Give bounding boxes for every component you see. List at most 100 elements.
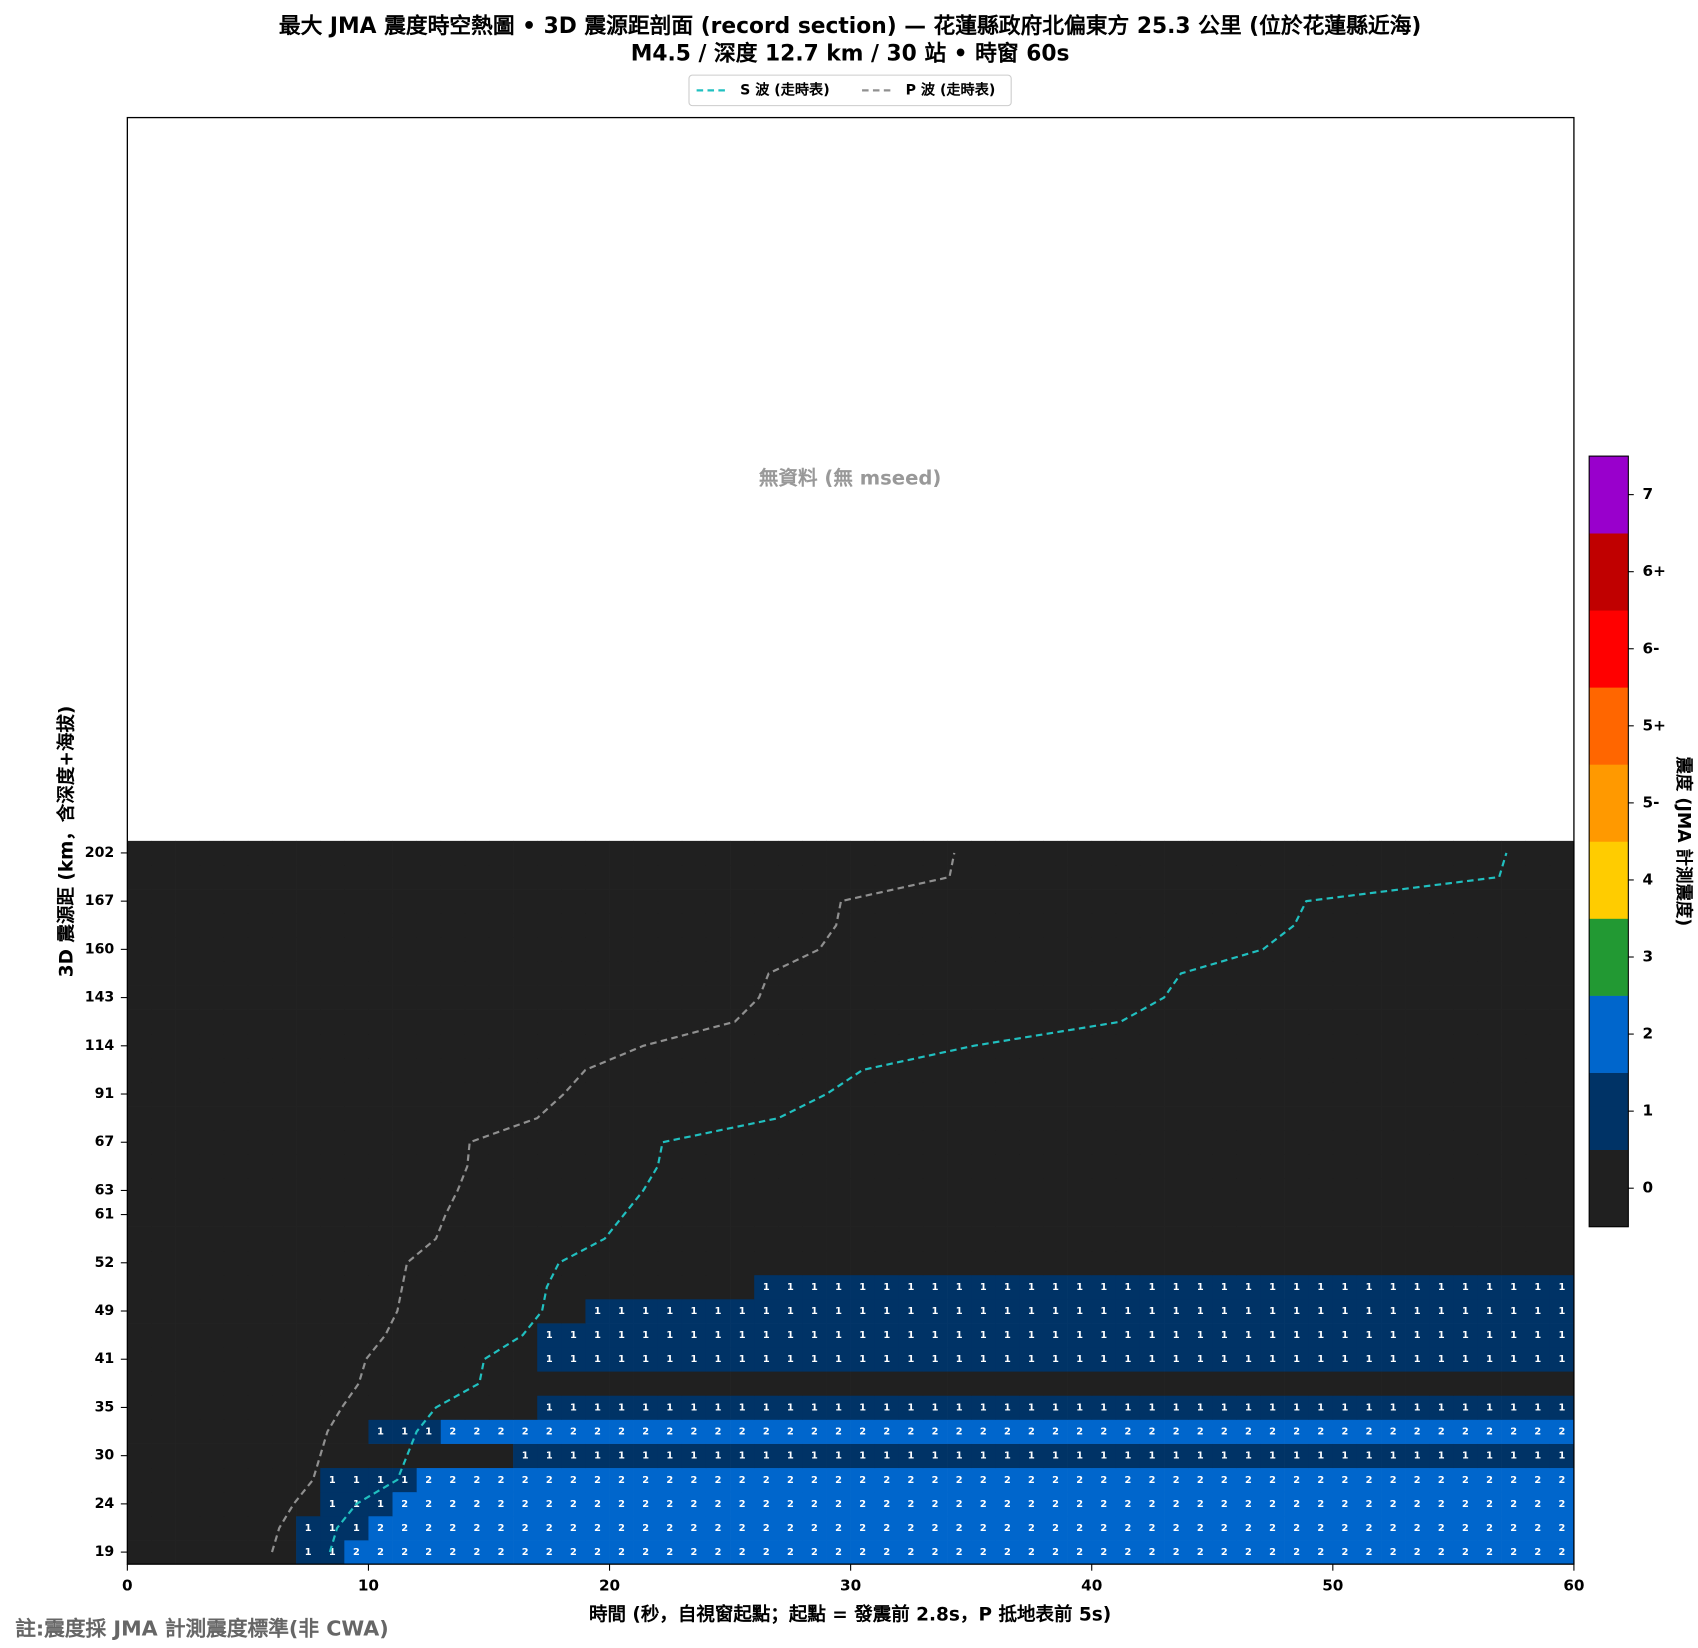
heatmap-cell: [730, 1178, 755, 1203]
heatmap-cell: [1429, 1467, 1454, 1493]
heatmap-cell: [778, 913, 803, 938]
heatmap-cell: [464, 1467, 490, 1493]
cell-label: 2: [691, 1427, 698, 1438]
heatmap-cell: [440, 1081, 466, 1107]
heatmap-cell: [223, 1178, 249, 1203]
heatmap-cell: [995, 1274, 1020, 1300]
heatmap-cell: [1236, 1154, 1261, 1179]
heatmap-cell: [585, 1298, 610, 1324]
heatmap-cell: [1139, 1178, 1165, 1203]
heatmap-cell: [151, 1178, 176, 1203]
cell-label: 1: [1317, 1354, 1324, 1365]
heatmap-cell: [175, 1371, 201, 1396]
heatmap-cell: [513, 889, 538, 914]
heatmap-cell: [1236, 1178, 1261, 1203]
heatmap-cell: [681, 913, 707, 938]
heatmap-cell: [1212, 1009, 1237, 1035]
heatmap-cell: [826, 1395, 851, 1420]
cell-label: 2: [1269, 1427, 1276, 1438]
heatmap-cell: [1236, 864, 1261, 890]
cell-label: 2: [883, 1427, 890, 1438]
heatmap-cell: [1115, 864, 1141, 890]
heatmap-cell: [151, 1081, 176, 1107]
heatmap-cell: [223, 864, 249, 890]
heatmap-cell: [1501, 1443, 1527, 1469]
cell-label: 2: [932, 1523, 939, 1534]
heatmap-cell: [199, 1443, 225, 1469]
heatmap-cell: [1284, 1106, 1310, 1131]
colorbar-tick-label: 6-: [1642, 639, 1659, 657]
heatmap-cell: [850, 1467, 876, 1493]
heatmap-cell: [850, 840, 876, 866]
heatmap-cell: [681, 1323, 707, 1348]
heatmap-cell: [1188, 1540, 1213, 1565]
heatmap-cell: [1453, 1033, 1478, 1059]
heatmap-cell: [537, 864, 562, 890]
heatmap-cell: [1381, 1395, 1406, 1420]
heatmap-cell: [1332, 889, 1358, 914]
heatmap-cell: [320, 1443, 345, 1469]
heatmap-cell: [488, 1057, 514, 1083]
heatmap-cell: [1212, 1491, 1237, 1517]
heatmap-cell: [1549, 1106, 1575, 1131]
heatmap-cell: [705, 1467, 731, 1493]
heatmap-cell: [1139, 985, 1165, 1010]
heatmap-cell: [1139, 937, 1165, 962]
cell-label: 2: [1149, 1427, 1156, 1438]
heatmap-cell: [1260, 961, 1285, 986]
heatmap-cell: [1356, 1081, 1382, 1107]
heatmap-cell: [537, 1057, 562, 1083]
heatmap-cell: [151, 1274, 176, 1300]
heatmap-cell: [778, 1298, 803, 1324]
heatmap-cell: [320, 1540, 345, 1565]
heatmap-cell: [1356, 840, 1382, 866]
heatmap-cell: [440, 1491, 466, 1517]
heatmap-cell: [1067, 1419, 1093, 1444]
cell-label: 2: [618, 1475, 625, 1486]
heatmap-cell: [1212, 1540, 1237, 1565]
heatmap-cell: [802, 1178, 827, 1203]
heatmap-cell: [1549, 913, 1575, 938]
heatmap-cell: [1525, 1515, 1551, 1541]
heatmap-cell: [1501, 1226, 1527, 1252]
heatmap-cell: [1525, 1033, 1551, 1059]
heatmap-cell: [730, 1371, 755, 1396]
heatmap-cell: [344, 1106, 369, 1131]
heatmap-cell: [681, 889, 707, 914]
heatmap-cell: [1091, 1371, 1117, 1396]
heatmap-cell: [1477, 1371, 1502, 1396]
y-tick-label: 61: [95, 1207, 115, 1223]
heatmap-cell: [585, 1467, 610, 1493]
cell-label: 2: [1293, 1475, 1300, 1486]
heatmap-cell: [730, 937, 755, 962]
cell-label: 2: [474, 1475, 481, 1486]
heatmap-cell: [681, 961, 707, 986]
heatmap-cell: [754, 1395, 779, 1420]
cell-label: 2: [1486, 1547, 1493, 1558]
heatmap-cell: [1356, 1106, 1382, 1131]
heatmap-cell: [488, 913, 514, 938]
heatmap-cell: [1477, 1202, 1502, 1227]
cell-label: 1: [1558, 1330, 1565, 1341]
cell-label: 1: [570, 1330, 577, 1341]
heatmap-cell: [1477, 985, 1502, 1010]
heatmap-cell: [1284, 1154, 1310, 1179]
cell-label: 2: [449, 1475, 456, 1486]
heatmap-cell: [1236, 1371, 1261, 1396]
heatmap-cell: [1308, 840, 1334, 866]
cell-label: 1: [1076, 1451, 1083, 1462]
heatmap-cell: [1525, 864, 1551, 890]
cell-label: 2: [401, 1523, 408, 1534]
cell-label: 1: [763, 1451, 770, 1462]
heatmap-cell: [633, 1057, 659, 1083]
cell-label: 1: [1366, 1354, 1373, 1365]
heatmap-cell: [127, 937, 152, 962]
cell-label: 1: [1414, 1330, 1421, 1341]
heatmap-cell: [1164, 1491, 1189, 1517]
cell-label: 2: [425, 1523, 432, 1534]
heatmap-cell: [802, 1130, 827, 1155]
heatmap-cell: [416, 1323, 442, 1348]
heatmap-cell: [344, 1515, 369, 1541]
heatmap-cell: [874, 1154, 900, 1179]
cell-label: 1: [1221, 1402, 1228, 1413]
